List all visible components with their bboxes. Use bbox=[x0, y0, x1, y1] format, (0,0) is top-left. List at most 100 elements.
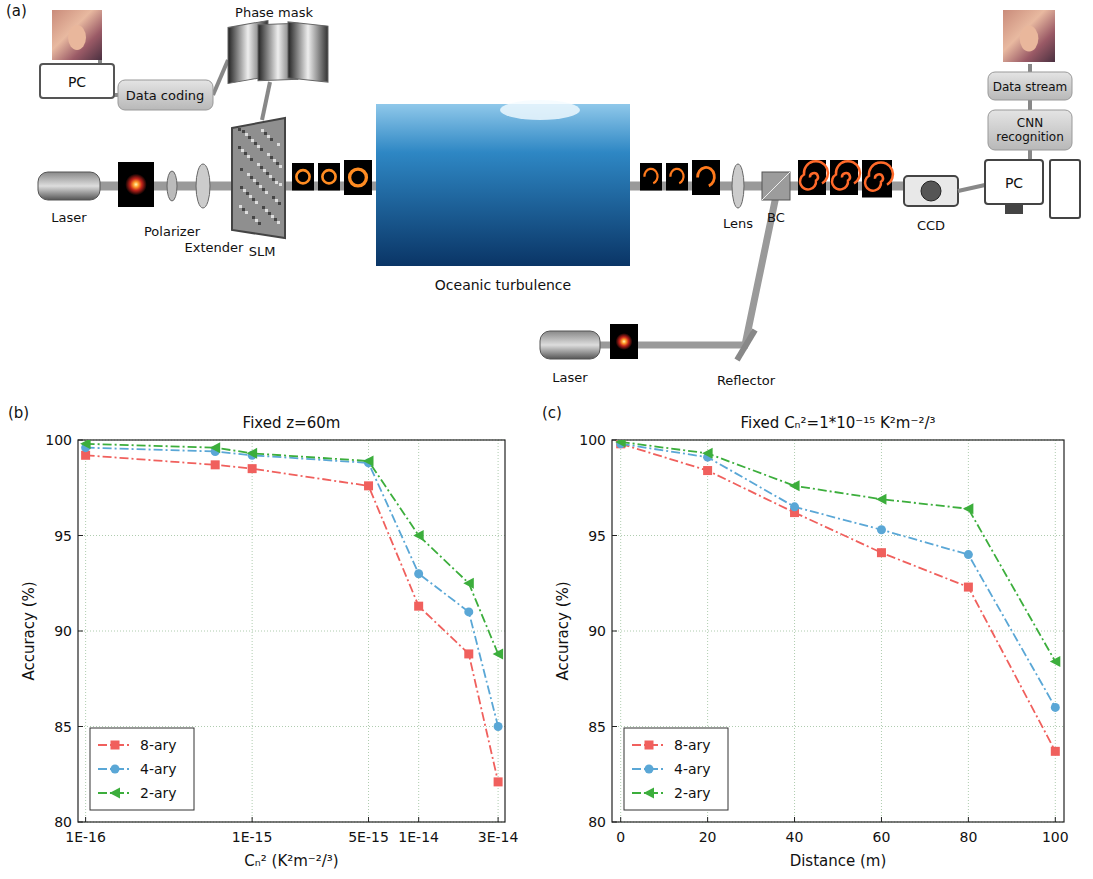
chart-1: (c)Fixed Cₙ²=1*10⁻¹⁵ K²m⁻²/³020406080100… bbox=[542, 404, 1069, 870]
data-point bbox=[494, 777, 503, 786]
data-point bbox=[703, 466, 712, 475]
grid-line bbox=[1055, 440, 1056, 822]
grid-line bbox=[78, 726, 505, 727]
slm-texture bbox=[278, 202, 281, 205]
slm-texture bbox=[263, 169, 266, 172]
beam-profile bbox=[118, 162, 154, 207]
node-label: Polarizer bbox=[144, 224, 201, 239]
node-label: Oceanic turbulence bbox=[435, 277, 571, 293]
node-label: PC bbox=[68, 74, 86, 90]
slm-texture bbox=[265, 209, 268, 212]
tick-label: 1E-16 bbox=[65, 829, 106, 845]
data-point bbox=[493, 648, 504, 659]
tick bbox=[418, 817, 419, 822]
data-point bbox=[464, 649, 473, 658]
slm-texture bbox=[253, 179, 256, 182]
tick-label: 100 bbox=[579, 432, 606, 448]
slm-texture bbox=[274, 218, 277, 221]
beam-profile bbox=[640, 163, 662, 191]
axis-title: Distance (m) bbox=[790, 852, 887, 870]
slm-texture bbox=[255, 219, 258, 222]
slm-texture bbox=[275, 181, 278, 184]
series-line bbox=[621, 444, 1056, 708]
tick-label: 100 bbox=[1042, 829, 1069, 845]
beam-profile bbox=[610, 324, 638, 359]
series-line bbox=[621, 442, 1056, 662]
beam-profile bbox=[862, 160, 892, 198]
chart-title: Fixed z=60m bbox=[243, 414, 341, 432]
tick-label: 80 bbox=[54, 814, 72, 830]
node-label: Reflector bbox=[717, 373, 776, 388]
legend-marker bbox=[111, 765, 120, 774]
slm-texture bbox=[258, 222, 261, 225]
tick bbox=[612, 726, 617, 727]
data-point bbox=[702, 448, 713, 459]
slm-texture bbox=[265, 191, 268, 194]
slm-texture bbox=[245, 211, 248, 214]
ccd bbox=[904, 176, 958, 206]
legend-marker bbox=[111, 741, 120, 750]
data-point bbox=[211, 460, 220, 469]
tick bbox=[78, 726, 83, 727]
slm-texture bbox=[268, 212, 271, 215]
slm-texture bbox=[261, 129, 264, 132]
monitor bbox=[985, 160, 1043, 204]
slm-texture bbox=[248, 136, 251, 139]
beam-profile bbox=[318, 163, 340, 191]
lens bbox=[732, 164, 744, 208]
slm-texture bbox=[272, 178, 275, 181]
tick-label: 3E-14 bbox=[478, 829, 519, 845]
slm-texture bbox=[238, 146, 241, 149]
slm bbox=[232, 118, 285, 238]
beam-profile bbox=[666, 163, 688, 191]
tick bbox=[794, 817, 795, 822]
slm-texture bbox=[239, 205, 242, 208]
grid-line bbox=[794, 440, 795, 822]
slm-texture bbox=[267, 135, 270, 138]
tick-label: 90 bbox=[588, 623, 606, 639]
data-point bbox=[463, 578, 474, 589]
ccd-lens bbox=[921, 181, 941, 201]
slm-texture bbox=[259, 185, 262, 188]
tower bbox=[1050, 160, 1080, 218]
data-group bbox=[615, 440, 1060, 756]
beam-profile bbox=[865, 162, 893, 190]
reflector bbox=[737, 330, 755, 360]
legend: 8-ary4-ary2-ary bbox=[90, 728, 194, 810]
slm-texture bbox=[262, 206, 265, 209]
slm-texture bbox=[279, 165, 282, 168]
legend-box bbox=[90, 728, 194, 810]
slm-texture bbox=[267, 153, 270, 156]
slm-texture bbox=[256, 182, 259, 185]
data-point bbox=[964, 583, 973, 592]
tick-label: 80 bbox=[588, 814, 606, 830]
legend: 8-ary4-ary2-ary bbox=[624, 728, 728, 810]
grid-line bbox=[368, 440, 369, 822]
slm-texture bbox=[251, 139, 254, 142]
node-label: Data stream bbox=[993, 80, 1068, 94]
tick-label: 20 bbox=[699, 829, 717, 845]
data-point bbox=[876, 494, 887, 505]
data-point bbox=[363, 456, 374, 467]
tick-label: 95 bbox=[588, 528, 606, 544]
connector bbox=[213, 60, 228, 95]
node-label: Data coding bbox=[126, 88, 205, 103]
grid-line bbox=[968, 440, 969, 822]
slm-texture bbox=[276, 162, 279, 165]
beam-combiner bbox=[762, 172, 790, 200]
beam-profile bbox=[644, 169, 657, 184]
phase-mask bbox=[288, 22, 328, 82]
tick bbox=[612, 535, 617, 536]
axis-title: Accuracy (%) bbox=[554, 581, 572, 680]
grid-line bbox=[612, 631, 1064, 632]
connector bbox=[262, 82, 270, 120]
figure: (a)PCData codingPhase maskLaserPolarizer… bbox=[0, 0, 1093, 879]
data-point bbox=[963, 503, 974, 514]
data-point bbox=[464, 607, 473, 616]
node-label: Laser bbox=[552, 370, 588, 385]
grid-line bbox=[78, 535, 505, 536]
slm-texture bbox=[257, 163, 260, 166]
tick-label: 1E-15 bbox=[232, 829, 273, 845]
data-point bbox=[615, 440, 626, 447]
slm-texture bbox=[279, 183, 282, 186]
